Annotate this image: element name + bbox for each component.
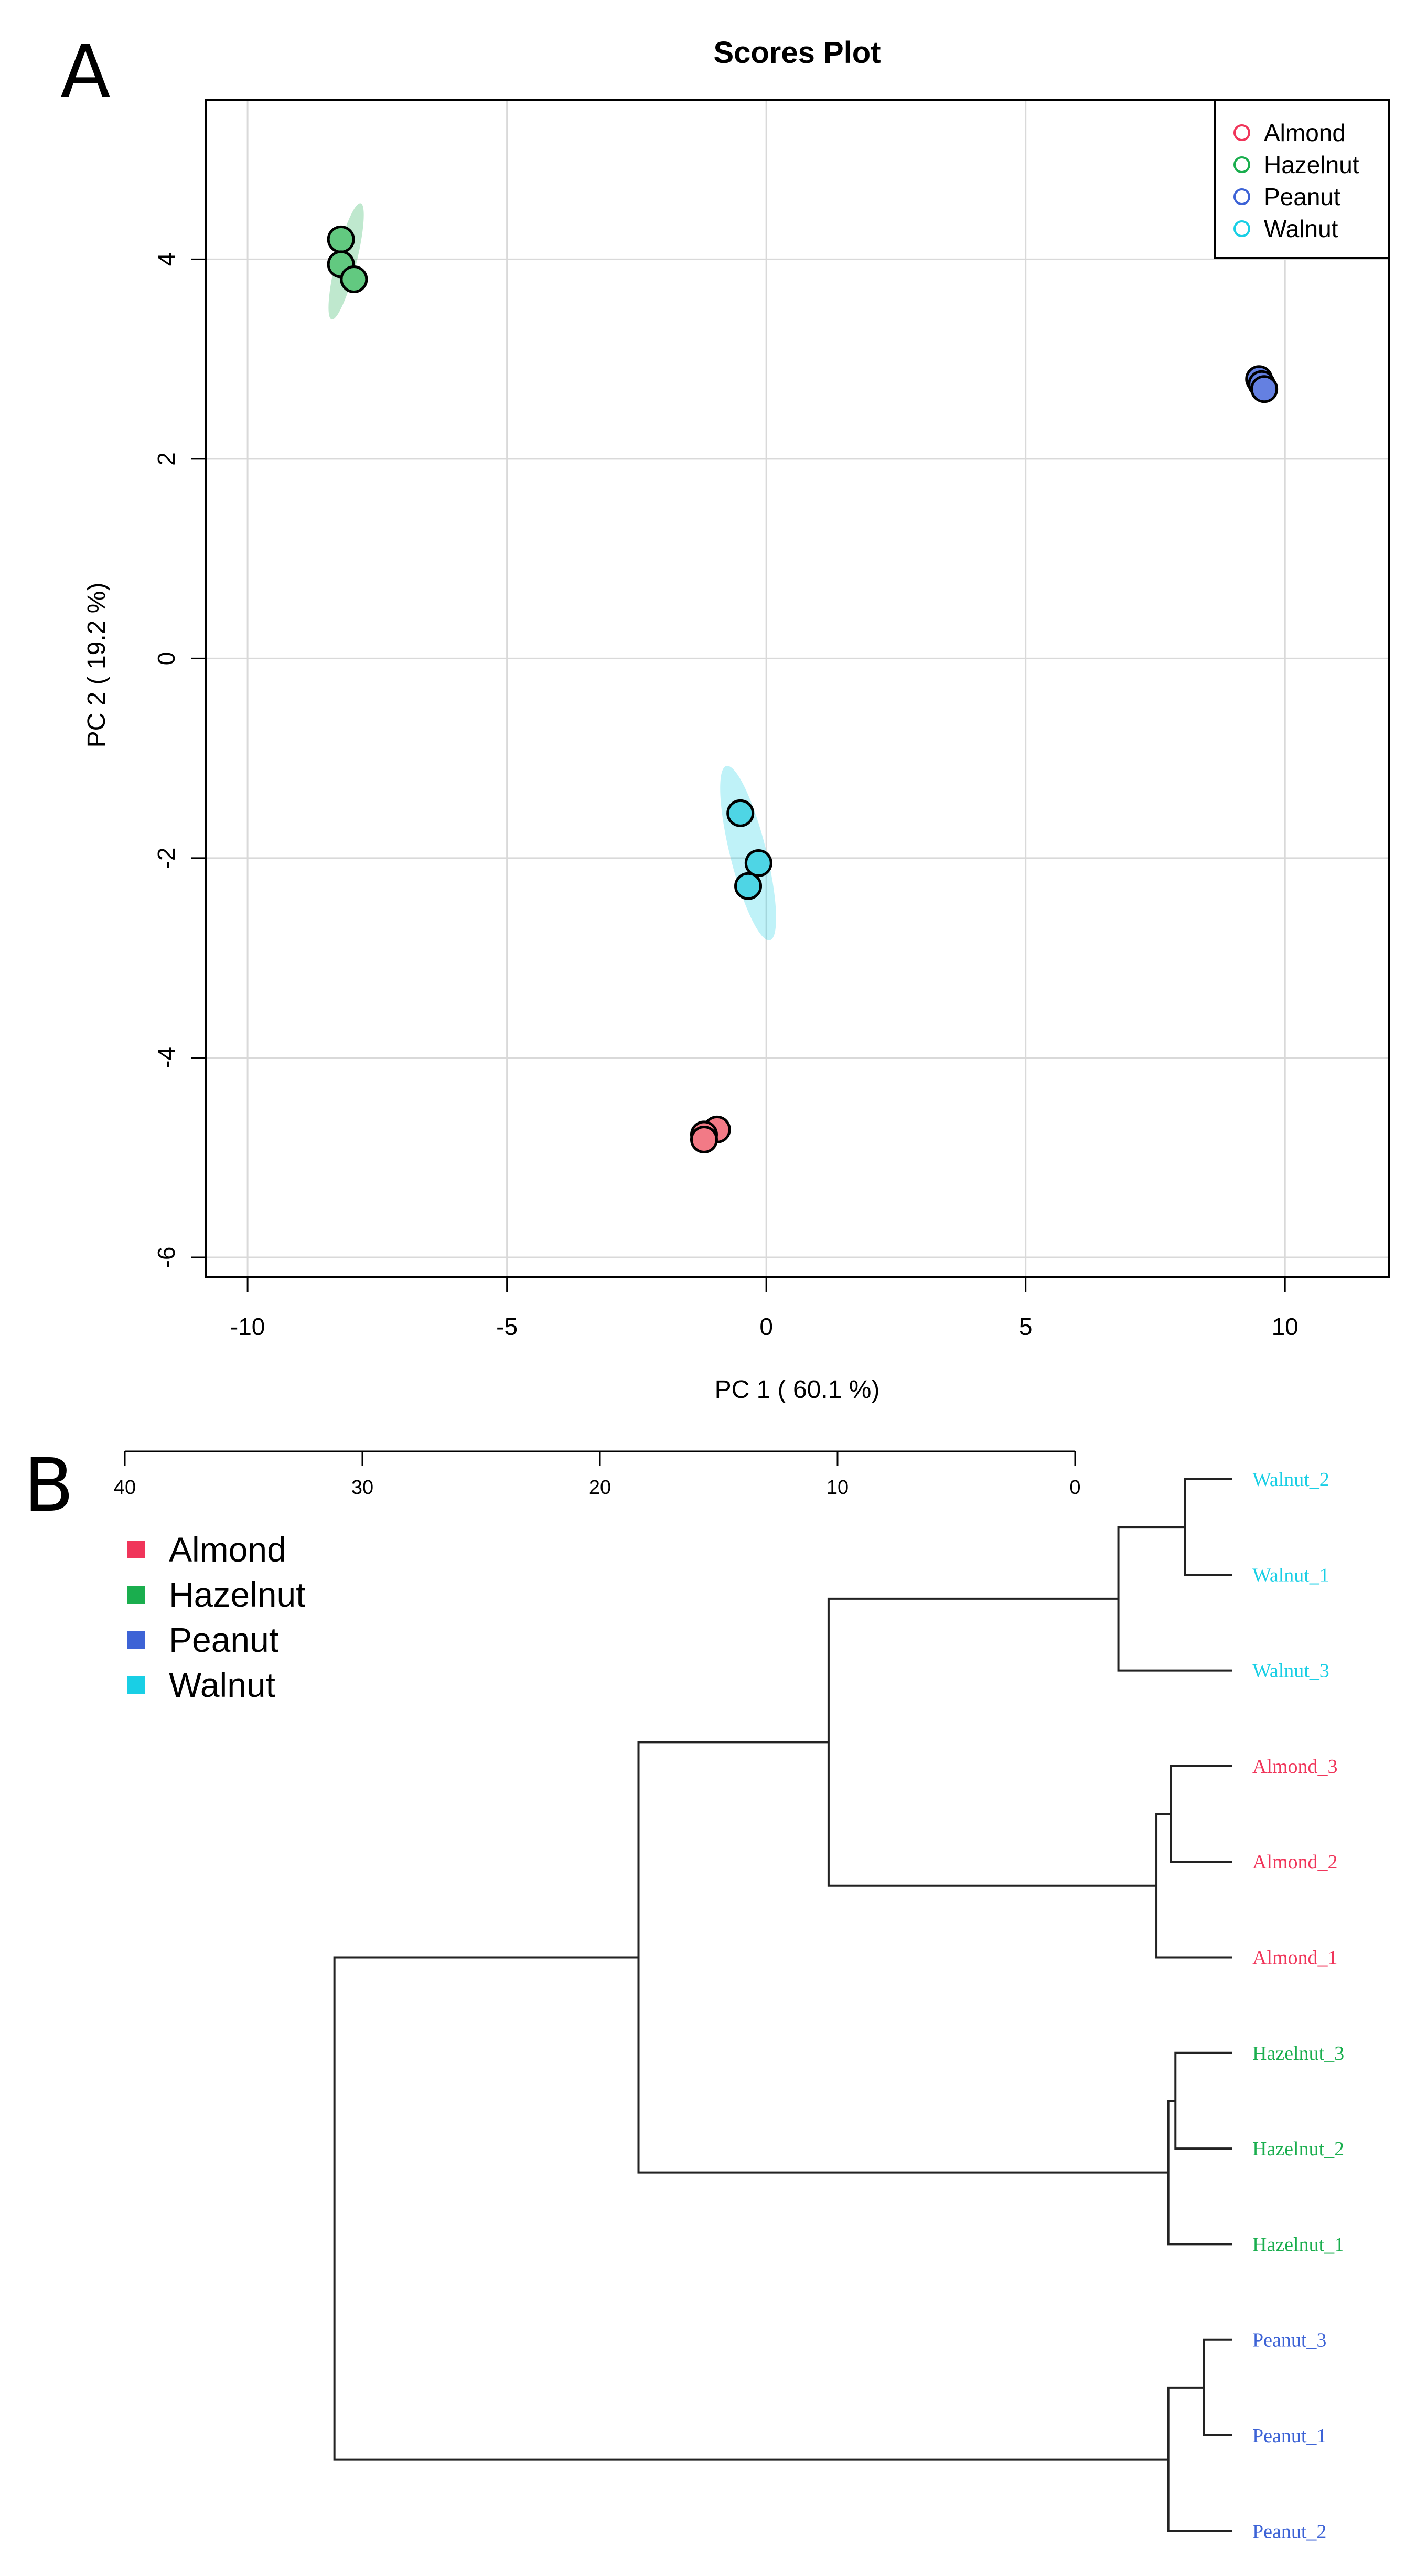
scale-tick-label: 20: [589, 1477, 611, 1499]
scale-tick-label: 30: [351, 1477, 373, 1499]
leaf-label: Walnut_1: [1252, 1564, 1329, 1586]
legend-b: Almond Hazelnut Peanut Walnut: [127, 1530, 306, 1704]
y-tick-label: 2: [153, 452, 180, 466]
leaf-label: Peanut_3: [1252, 2329, 1326, 2351]
x-axis-title: PC 1 ( 60.1 %): [715, 1376, 880, 1404]
x-tick-label: -10: [230, 1313, 265, 1340]
peanut-legend-label: Peanut: [1264, 183, 1340, 210]
dendrogram-link: [1184, 1478, 1232, 1576]
leaf-label: Walnut_3: [1252, 1660, 1329, 1682]
walnut-ellipse: [720, 766, 776, 940]
peanut-legend-marker: [1233, 188, 1250, 205]
leaf-label: Peanut_1: [1252, 2425, 1326, 2447]
dendrogram-link: [1155, 1813, 1232, 1959]
hazelnut-point: [327, 225, 355, 253]
leaf-label: Almond_2: [1252, 1851, 1338, 1873]
hazelnut-legend-label: Hazelnut: [1264, 151, 1359, 178]
leaf-label: Hazelnut_1: [1252, 2233, 1344, 2256]
y-tick-label: 4: [153, 253, 180, 266]
panel-a-letter: A: [60, 29, 111, 115]
x-tick-label: -5: [496, 1313, 518, 1340]
dendrogram-link: [1203, 2338, 1232, 2436]
y-tick-label: 0: [153, 652, 180, 666]
leaf-label: Almond_3: [1252, 1756, 1338, 1778]
y-axis-title: PC 2 ( 19.2 %): [83, 583, 111, 748]
dendrogram-link: [1167, 2099, 1232, 2246]
dendrogram-link: [827, 1597, 1157, 1887]
dendrogram-link: [1170, 1765, 1232, 1863]
confidence-ellipses: [328, 203, 1265, 1138]
scores-plot-title: Scores Plot: [713, 36, 881, 70]
score-points: [327, 225, 1279, 1153]
y-tick-label: -4: [153, 1047, 180, 1068]
y-tick-label: -2: [153, 847, 180, 869]
almond-legend-label: Almond: [169, 1530, 286, 1569]
x-axis: -10 -5 0 5 10: [230, 1276, 1299, 1340]
dendrogram-link: [333, 1956, 1168, 2461]
leaf-label: Hazelnut_2: [1252, 2138, 1344, 2160]
peanut-point: [1250, 375, 1279, 403]
hazelnut-legend-label: Hazelnut: [169, 1575, 306, 1614]
dendrogram: 40 30 20 10 0 Almond Hazelnut Peanut Walnut Wal…: [114, 1450, 1344, 2542]
y-axis: -6 -4 -2 0 2 4: [153, 253, 207, 1268]
peanut-legend-swatch: [127, 1631, 145, 1649]
gridlines: [206, 100, 1389, 1277]
peanut-legend-label: Peanut: [169, 1620, 278, 1659]
hazelnut-legend-swatch: [127, 1586, 145, 1604]
height-scale: 40 30 20 10 0: [114, 1450, 1081, 1499]
dendrogram-link: [1174, 2051, 1232, 2150]
legend-entries: Almond Hazelnut Peanut Walnut: [1233, 119, 1359, 242]
plot-frame: [205, 99, 1390, 1278]
dendrogram-link: [1167, 2386, 1232, 2532]
scale-tick-label: 40: [114, 1477, 136, 1499]
leaf-label: Almond_1: [1252, 1947, 1338, 1969]
walnut-legend-marker: [1233, 220, 1250, 237]
x-tick-label: 0: [759, 1313, 773, 1340]
hazelnut-legend-marker: [1233, 156, 1250, 173]
panel-b-letter: B: [24, 1443, 74, 1529]
dendrogram-link: [637, 1741, 1168, 2174]
dendrogram-link: [1117, 1526, 1232, 1672]
walnut-point: [726, 799, 755, 827]
scale-tick-label: 0: [1069, 1477, 1080, 1499]
leaf-label: Walnut_2: [1252, 1469, 1329, 1491]
almond-legend-swatch: [127, 1541, 145, 1558]
hazelnut-point: [340, 265, 368, 293]
dendrogram-leaves: Walnut_2 Walnut_1 Walnut_3 Almond_3 Almond_2…: [1252, 1469, 1344, 2542]
almond-legend-marker: [1233, 124, 1250, 141]
walnut-legend-label: Walnut: [169, 1665, 275, 1704]
scores-plot: Scores Plot -10 -5 0 5 10 -6 -4 -2 0 2 4 PC 1 ( 6…: [83, 36, 1390, 1404]
legend-a: Almond Hazelnut Peanut Walnut: [1214, 99, 1390, 259]
leaf-label: Hazelnut_3: [1252, 2043, 1344, 2065]
walnut-point: [734, 872, 763, 900]
almond-point: [690, 1125, 718, 1153]
walnut-point: [744, 849, 772, 877]
walnut-legend-swatch: [127, 1676, 145, 1694]
scale-tick-label: 10: [827, 1477, 849, 1499]
y-tick-label: -6: [153, 1246, 180, 1268]
walnut-legend-label: Walnut: [1264, 215, 1338, 242]
leaf-label: Peanut_2: [1252, 2520, 1326, 2542]
x-tick-label: 5: [1019, 1313, 1033, 1340]
almond-legend-label: Almond: [1264, 119, 1346, 146]
x-tick-label: 10: [1272, 1313, 1299, 1340]
dendrogram-branches: [333, 1478, 1232, 2532]
